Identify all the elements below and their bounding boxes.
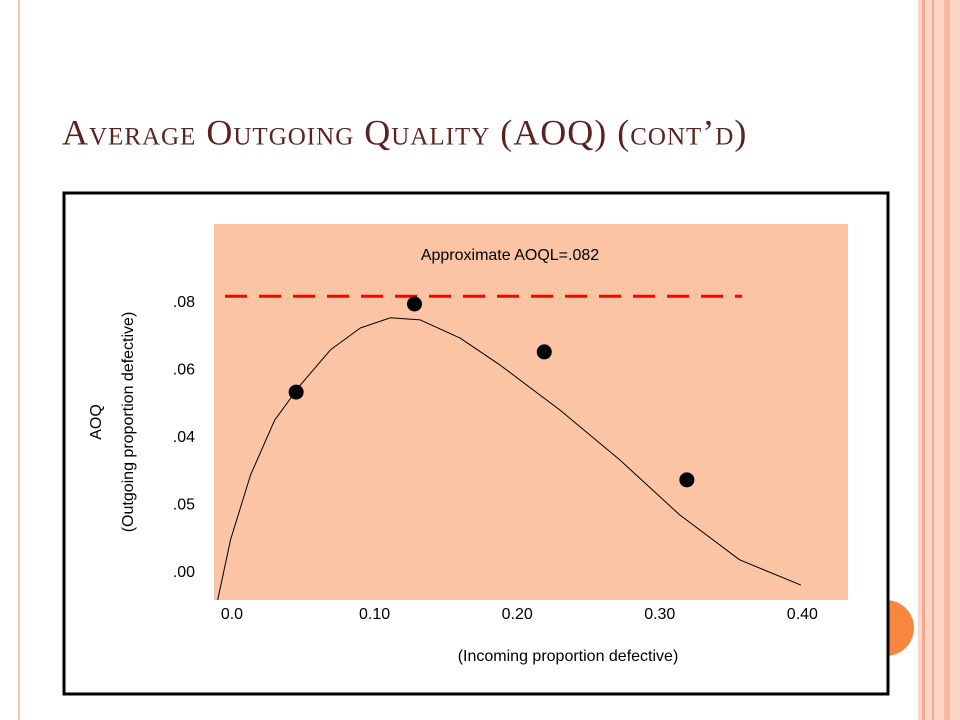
x-tick-label: 0.0 (221, 606, 243, 623)
side-stripe (944, 0, 950, 720)
x-axis-label: (Incoming proportion defective) (458, 648, 679, 665)
y-tick-label: .04 (173, 429, 195, 446)
curve (217, 317, 802, 601)
y-tick-label: .06 (173, 362, 195, 379)
y-axis-label: (Outgoing proportion defective) (120, 312, 137, 533)
y-axis-label: AOQ (88, 404, 105, 440)
data-point (536, 344, 552, 360)
left-stripe (18, 0, 20, 720)
x-tick-label: 0.40 (787, 606, 818, 623)
plot-area (214, 224, 848, 600)
data-point (406, 296, 422, 312)
x-tick-label: 0.10 (359, 606, 390, 623)
side-stripe (922, 0, 925, 720)
chart: .00 .05 .04 .06 .08 0.0 0.10 0.20 0.30 0.40 (Incom… (88, 224, 848, 665)
y-tick-label: .08 (173, 294, 195, 311)
y-tick-label: .05 (173, 497, 195, 514)
x-tick-label: 0.30 (644, 606, 675, 623)
x-tick-label: 0.20 (502, 606, 533, 623)
side-stripe (932, 0, 934, 720)
data-point (679, 472, 695, 488)
slide-title: Average Outgoing Quality (AOQ) (cont’d) (62, 112, 747, 152)
annotation: Approximate AOQL=.082 (421, 247, 599, 264)
y-tick-label: .00 (173, 564, 195, 581)
